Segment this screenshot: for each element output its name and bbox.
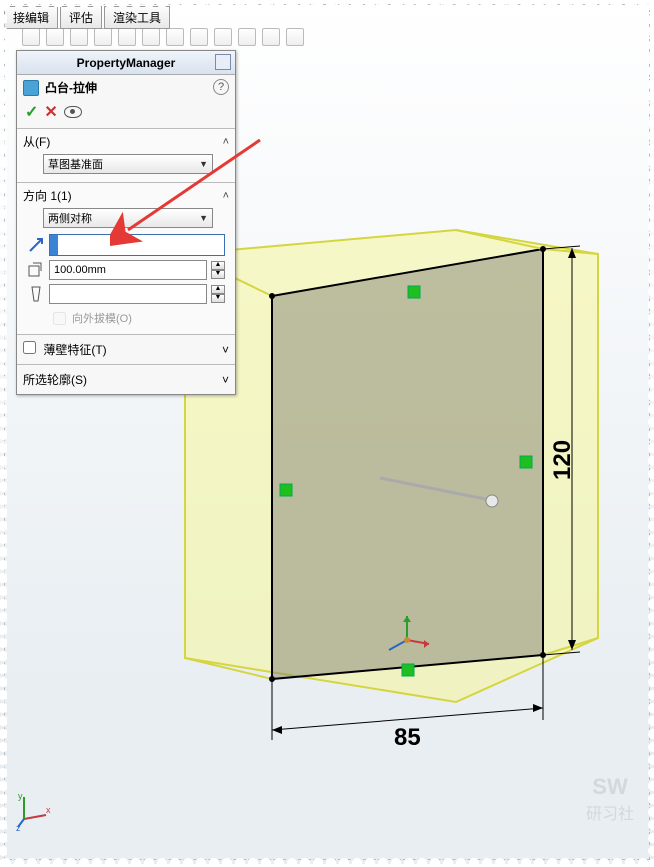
tab-edit[interactable]: 接编辑	[4, 6, 58, 29]
draft-outward-label: 向外拔模(O)	[72, 310, 132, 326]
tool-icon[interactable]	[166, 28, 184, 46]
tool-icon[interactable]	[70, 28, 88, 46]
tool-icon[interactable]	[46, 28, 64, 46]
toolbar-icons	[22, 28, 304, 46]
direction1-section: 方向 1(1) ˄ 两侧对称 ▼ ▲▼ ▲▼ 向外拔模(O)	[17, 182, 235, 334]
tool-icon[interactable]	[286, 28, 304, 46]
svg-text:x: x	[46, 805, 51, 815]
tool-icon[interactable]	[118, 28, 136, 46]
thin-feature-section: 薄壁特征(T) ˅	[17, 334, 235, 364]
help-icon[interactable]: ?	[213, 79, 229, 95]
tab-render[interactable]: 渲染工具	[104, 6, 170, 29]
thin-feature-label: 薄壁特征(T)	[43, 343, 106, 357]
ribbon-tabs: 接编辑 评估 渲染工具	[4, 6, 170, 29]
tool-icon[interactable]	[238, 28, 256, 46]
tool-icon[interactable]	[214, 28, 232, 46]
selected-contours-section: 所选轮廓(S) ˅	[17, 364, 235, 394]
end-condition-value: 两侧对称	[48, 210, 92, 226]
direction1-label: 方向 1(1)	[23, 187, 72, 204]
draft-outward-checkbox	[53, 312, 66, 325]
chevron-down-icon: ▼	[199, 159, 208, 169]
draft-icon[interactable]	[27, 285, 45, 303]
end-condition-combo[interactable]: 两侧对称 ▼	[43, 208, 213, 228]
extrude-icon	[23, 80, 39, 96]
expand-icon[interactable]: ˅	[222, 343, 229, 357]
watermark: SW 研习社	[586, 774, 634, 824]
from-combo-value: 草图基准面	[48, 156, 103, 172]
panel-title: PropertyManager	[77, 56, 176, 70]
selected-contours-label: 所选轮廓(S)	[23, 371, 87, 388]
draft-spinner[interactable]: ▲▼	[211, 285, 225, 303]
draft-input[interactable]	[49, 284, 207, 304]
expand-icon[interactable]: ˅	[222, 373, 229, 387]
cancel-button[interactable]: ✕	[44, 102, 57, 122]
direction-ref-field[interactable]	[58, 235, 224, 255]
svg-text:z: z	[16, 823, 21, 831]
feature-title-row: 凸台-拉伸 ?	[17, 75, 235, 100]
depth-input[interactable]	[49, 260, 207, 280]
svg-text:85: 85	[394, 724, 421, 751]
tool-icon[interactable]	[142, 28, 160, 46]
pin-icon[interactable]	[215, 54, 231, 70]
tool-icon[interactable]	[94, 28, 112, 46]
depth-icon	[27, 261, 45, 279]
ok-button[interactable]: ✓	[25, 102, 38, 122]
extrude-preview	[185, 230, 598, 702]
thin-feature-checkbox[interactable]	[23, 341, 36, 354]
collapse-icon[interactable]: ˄	[223, 136, 229, 148]
chevron-down-icon: ▼	[199, 213, 208, 223]
from-label: 从(F)	[23, 133, 50, 150]
svg-text:y: y	[18, 791, 23, 801]
tab-evaluate[interactable]: 评估	[60, 6, 102, 29]
panel-header: PropertyManager	[17, 51, 235, 75]
svg-text:120: 120	[549, 440, 576, 480]
feature-title: 凸台-拉伸	[45, 79, 97, 96]
from-combo[interactable]: 草图基准面 ▼	[43, 154, 213, 174]
from-section: 从(F) ˄ 草图基准面 ▼	[17, 128, 235, 182]
reverse-direction-icon[interactable]	[27, 236, 45, 254]
depth-spinner[interactable]: ▲▼	[211, 261, 225, 279]
collapse-icon[interactable]: ˄	[223, 190, 229, 202]
tool-icon[interactable]	[22, 28, 40, 46]
tool-icon[interactable]	[262, 28, 280, 46]
view-triad: x y z	[16, 791, 56, 834]
tool-icon[interactable]	[190, 28, 208, 46]
preview-icon[interactable]	[64, 106, 82, 118]
property-manager-panel: PropertyManager 凸台-拉伸 ? ✓ ✕ 从(F) ˄ 草图基准面…	[16, 50, 236, 395]
